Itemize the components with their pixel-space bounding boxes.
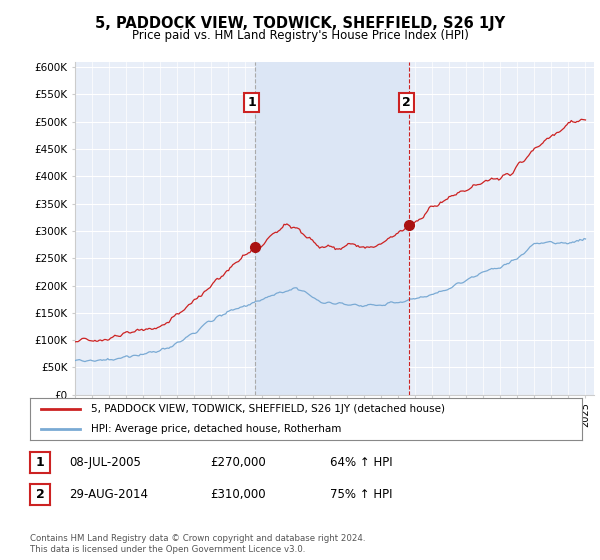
Text: £310,000: £310,000: [210, 488, 266, 501]
Text: 08-JUL-2005: 08-JUL-2005: [69, 456, 141, 469]
Text: 5, PADDOCK VIEW, TODWICK, SHEFFIELD, S26 1JY (detached house): 5, PADDOCK VIEW, TODWICK, SHEFFIELD, S26…: [91, 404, 445, 413]
Text: 2: 2: [35, 488, 44, 501]
Text: 64% ↑ HPI: 64% ↑ HPI: [330, 456, 392, 469]
Text: £270,000: £270,000: [210, 456, 266, 469]
Text: Price paid vs. HM Land Registry's House Price Index (HPI): Price paid vs. HM Land Registry's House …: [131, 29, 469, 41]
Text: 1: 1: [248, 96, 256, 109]
Text: HPI: Average price, detached house, Rotherham: HPI: Average price, detached house, Roth…: [91, 424, 341, 433]
Text: 1: 1: [35, 456, 44, 469]
Text: 5, PADDOCK VIEW, TODWICK, SHEFFIELD, S26 1JY: 5, PADDOCK VIEW, TODWICK, SHEFFIELD, S26…: [95, 16, 505, 31]
Text: 29-AUG-2014: 29-AUG-2014: [69, 488, 148, 501]
Bar: [254, 62, 409, 395]
Text: 75% ↑ HPI: 75% ↑ HPI: [330, 488, 392, 501]
Text: 2: 2: [403, 96, 411, 109]
Text: Contains HM Land Registry data © Crown copyright and database right 2024.
This d: Contains HM Land Registry data © Crown c…: [30, 534, 365, 554]
